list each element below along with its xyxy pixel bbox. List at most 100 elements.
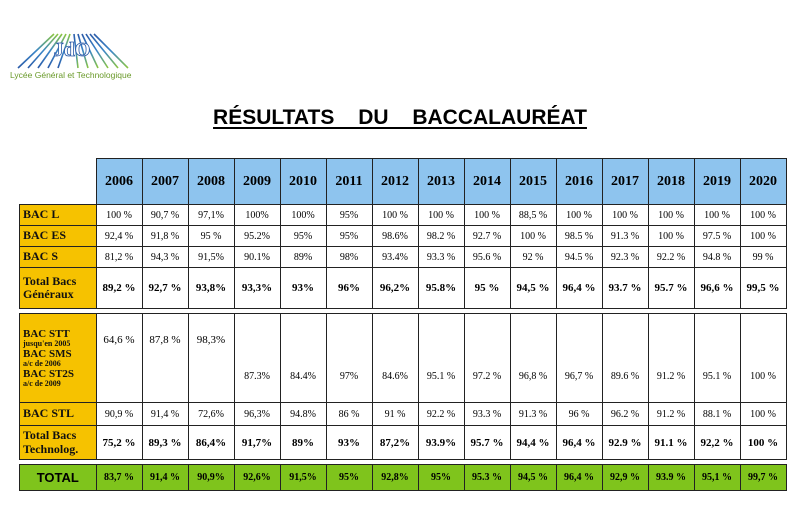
value-cell: 86 %	[325, 402, 373, 426]
row-total-generaux: Total Bacs Généraux 89,2 % 92,7 % 93,8% 93,3…	[19, 267, 787, 309]
value-cell: 100 %	[555, 204, 603, 226]
year-header: 2011	[325, 158, 373, 205]
value-cell: 97,1%	[187, 204, 235, 226]
corner-cell	[19, 158, 97, 205]
value-cell: 91 %	[371, 402, 419, 426]
row-bac-stt-sms-st2s: BAC STT jusqu'en 2005 BAC SMS a/c de 200…	[19, 313, 787, 403]
row-label: Total Bacs Technolog.	[19, 425, 97, 460]
row-total: TOTAL 83,7 % 91,4 % 90,9% 92,6% 91,5% 95% 92,8…	[19, 464, 787, 491]
value-cell: 91.1 %	[647, 425, 695, 460]
value-cell: 92,2 %	[693, 425, 741, 460]
year-header: 2015	[509, 158, 557, 205]
value-cell: 94,3 %	[141, 246, 189, 268]
value-cell: 96,4 %	[555, 267, 603, 309]
value-cell: 81,2 %	[95, 246, 143, 268]
svg-text:JdO: JdO	[54, 39, 91, 61]
value-cell: 96,2%	[371, 267, 419, 309]
year-header: 2019	[693, 158, 741, 205]
value-cell: 64,6 %	[95, 313, 143, 403]
value-cell: 95.7 %	[463, 425, 511, 460]
value-cell: 99,7 %	[739, 464, 787, 491]
year-header: 2010	[279, 158, 327, 205]
value-cell: 92.3 %	[601, 246, 649, 268]
value-cell: 95%	[417, 464, 465, 491]
value-cell: 92,8%	[371, 464, 419, 491]
value-cell: 84.4%	[279, 313, 327, 403]
value-cell: 100 %	[693, 204, 741, 226]
value-cell: 89.6 %	[601, 313, 649, 403]
value-cell: 95,1 %	[693, 464, 741, 491]
value-cell: 91,5%	[187, 246, 235, 268]
row-total-technolog: Total Bacs Technolog. 75,2 % 89,3 % 86,4% 91…	[19, 425, 787, 460]
value-cell: 96,6 %	[693, 267, 741, 309]
value-cell: 93.4%	[371, 246, 419, 268]
value-cell: 100 %	[739, 402, 787, 426]
value-cell: 98%	[325, 246, 373, 268]
value-cell: 97.2 %	[463, 313, 511, 403]
value-cell: 92.2 %	[417, 402, 465, 426]
value-cell: 88,5 %	[509, 204, 557, 226]
value-cell: 92 %	[509, 246, 557, 268]
value-cell: 98.5 %	[555, 225, 603, 247]
year-header: 2017	[601, 158, 649, 205]
row-label: Total Bacs Généraux	[19, 267, 97, 309]
value-cell: 97.5 %	[693, 225, 741, 247]
value-cell: 100 %	[739, 204, 787, 226]
value-cell: 97%	[325, 313, 373, 403]
value-cell: 96 %	[555, 402, 603, 426]
value-cell: 92,6%	[233, 464, 281, 491]
value-cell: 100 %	[417, 204, 465, 226]
value-cell: 91,8 %	[141, 225, 189, 247]
value-cell: 93.3 %	[417, 246, 465, 268]
value-cell: 100 %	[509, 225, 557, 247]
value-cell: 95.1 %	[693, 313, 741, 403]
row-bac-l: BAC L 100 % 90,7 % 97,1% 100% 100% 95% 100 % 10…	[19, 204, 787, 226]
year-header: 2016	[555, 158, 603, 205]
value-cell: 96.2 %	[601, 402, 649, 426]
value-cell: 94.5 %	[555, 246, 603, 268]
value-cell: 100 %	[739, 425, 787, 460]
value-cell: 84.6%	[371, 313, 419, 403]
header-row: 2006 2007 2008 2009 2010 2011 2012 2013 …	[19, 158, 787, 205]
value-cell: 95.6 %	[463, 246, 511, 268]
value-cell: 94.8 %	[693, 246, 741, 268]
row-bac-s: BAC S 81,2 % 94,3 % 91,5% 90.1% 89% 98% 93.4% 9…	[19, 246, 787, 268]
value-cell: 100 %	[95, 204, 143, 226]
value-cell: 95%	[325, 204, 373, 226]
value-cell: 90,7 %	[141, 204, 189, 226]
value-cell: 92.2 %	[647, 246, 695, 268]
value-cell: 91.3 %	[509, 402, 557, 426]
value-cell: 83,7 %	[95, 464, 143, 491]
value-cell: 99,5 %	[739, 267, 787, 309]
school-logo: JdO Lycée Général et Technologique	[6, 30, 146, 85]
value-cell: 87,2%	[371, 425, 419, 460]
value-cell: 95.1 %	[417, 313, 465, 403]
row-label: BAC L	[19, 204, 97, 226]
value-cell: 90,9 %	[95, 402, 143, 426]
value-cell: 93,3%	[233, 267, 281, 309]
value-cell: 93,8%	[187, 267, 235, 309]
value-cell: 100 %	[739, 225, 787, 247]
value-cell: 89%	[279, 425, 327, 460]
value-cell: 88.1 %	[693, 402, 741, 426]
value-cell: 96,4 %	[555, 425, 603, 460]
logo-caption: Lycée Général et Technologique	[10, 70, 132, 80]
value-cell: 95.2%	[233, 225, 281, 247]
value-cell: 87,8 %	[141, 313, 189, 403]
row-label: TOTAL	[19, 464, 97, 491]
value-cell: 98,3%	[187, 313, 235, 403]
year-header: 2018	[647, 158, 695, 205]
value-cell: 94.8%	[279, 402, 327, 426]
value-cell: 96,3%	[233, 402, 281, 426]
value-cell: 91.3 %	[601, 225, 649, 247]
value-cell: 96,7 %	[555, 313, 603, 403]
value-cell: 72,6%	[187, 402, 235, 426]
value-cell: 100%	[233, 204, 281, 226]
value-cell: 75,2 %	[95, 425, 143, 460]
value-cell: 95%	[325, 225, 373, 247]
value-cell: 86,4%	[187, 425, 235, 460]
value-cell: 91,4 %	[141, 464, 189, 491]
value-cell: 99 %	[739, 246, 787, 268]
value-cell: 95.8%	[417, 267, 465, 309]
value-cell: 100 %	[601, 204, 649, 226]
